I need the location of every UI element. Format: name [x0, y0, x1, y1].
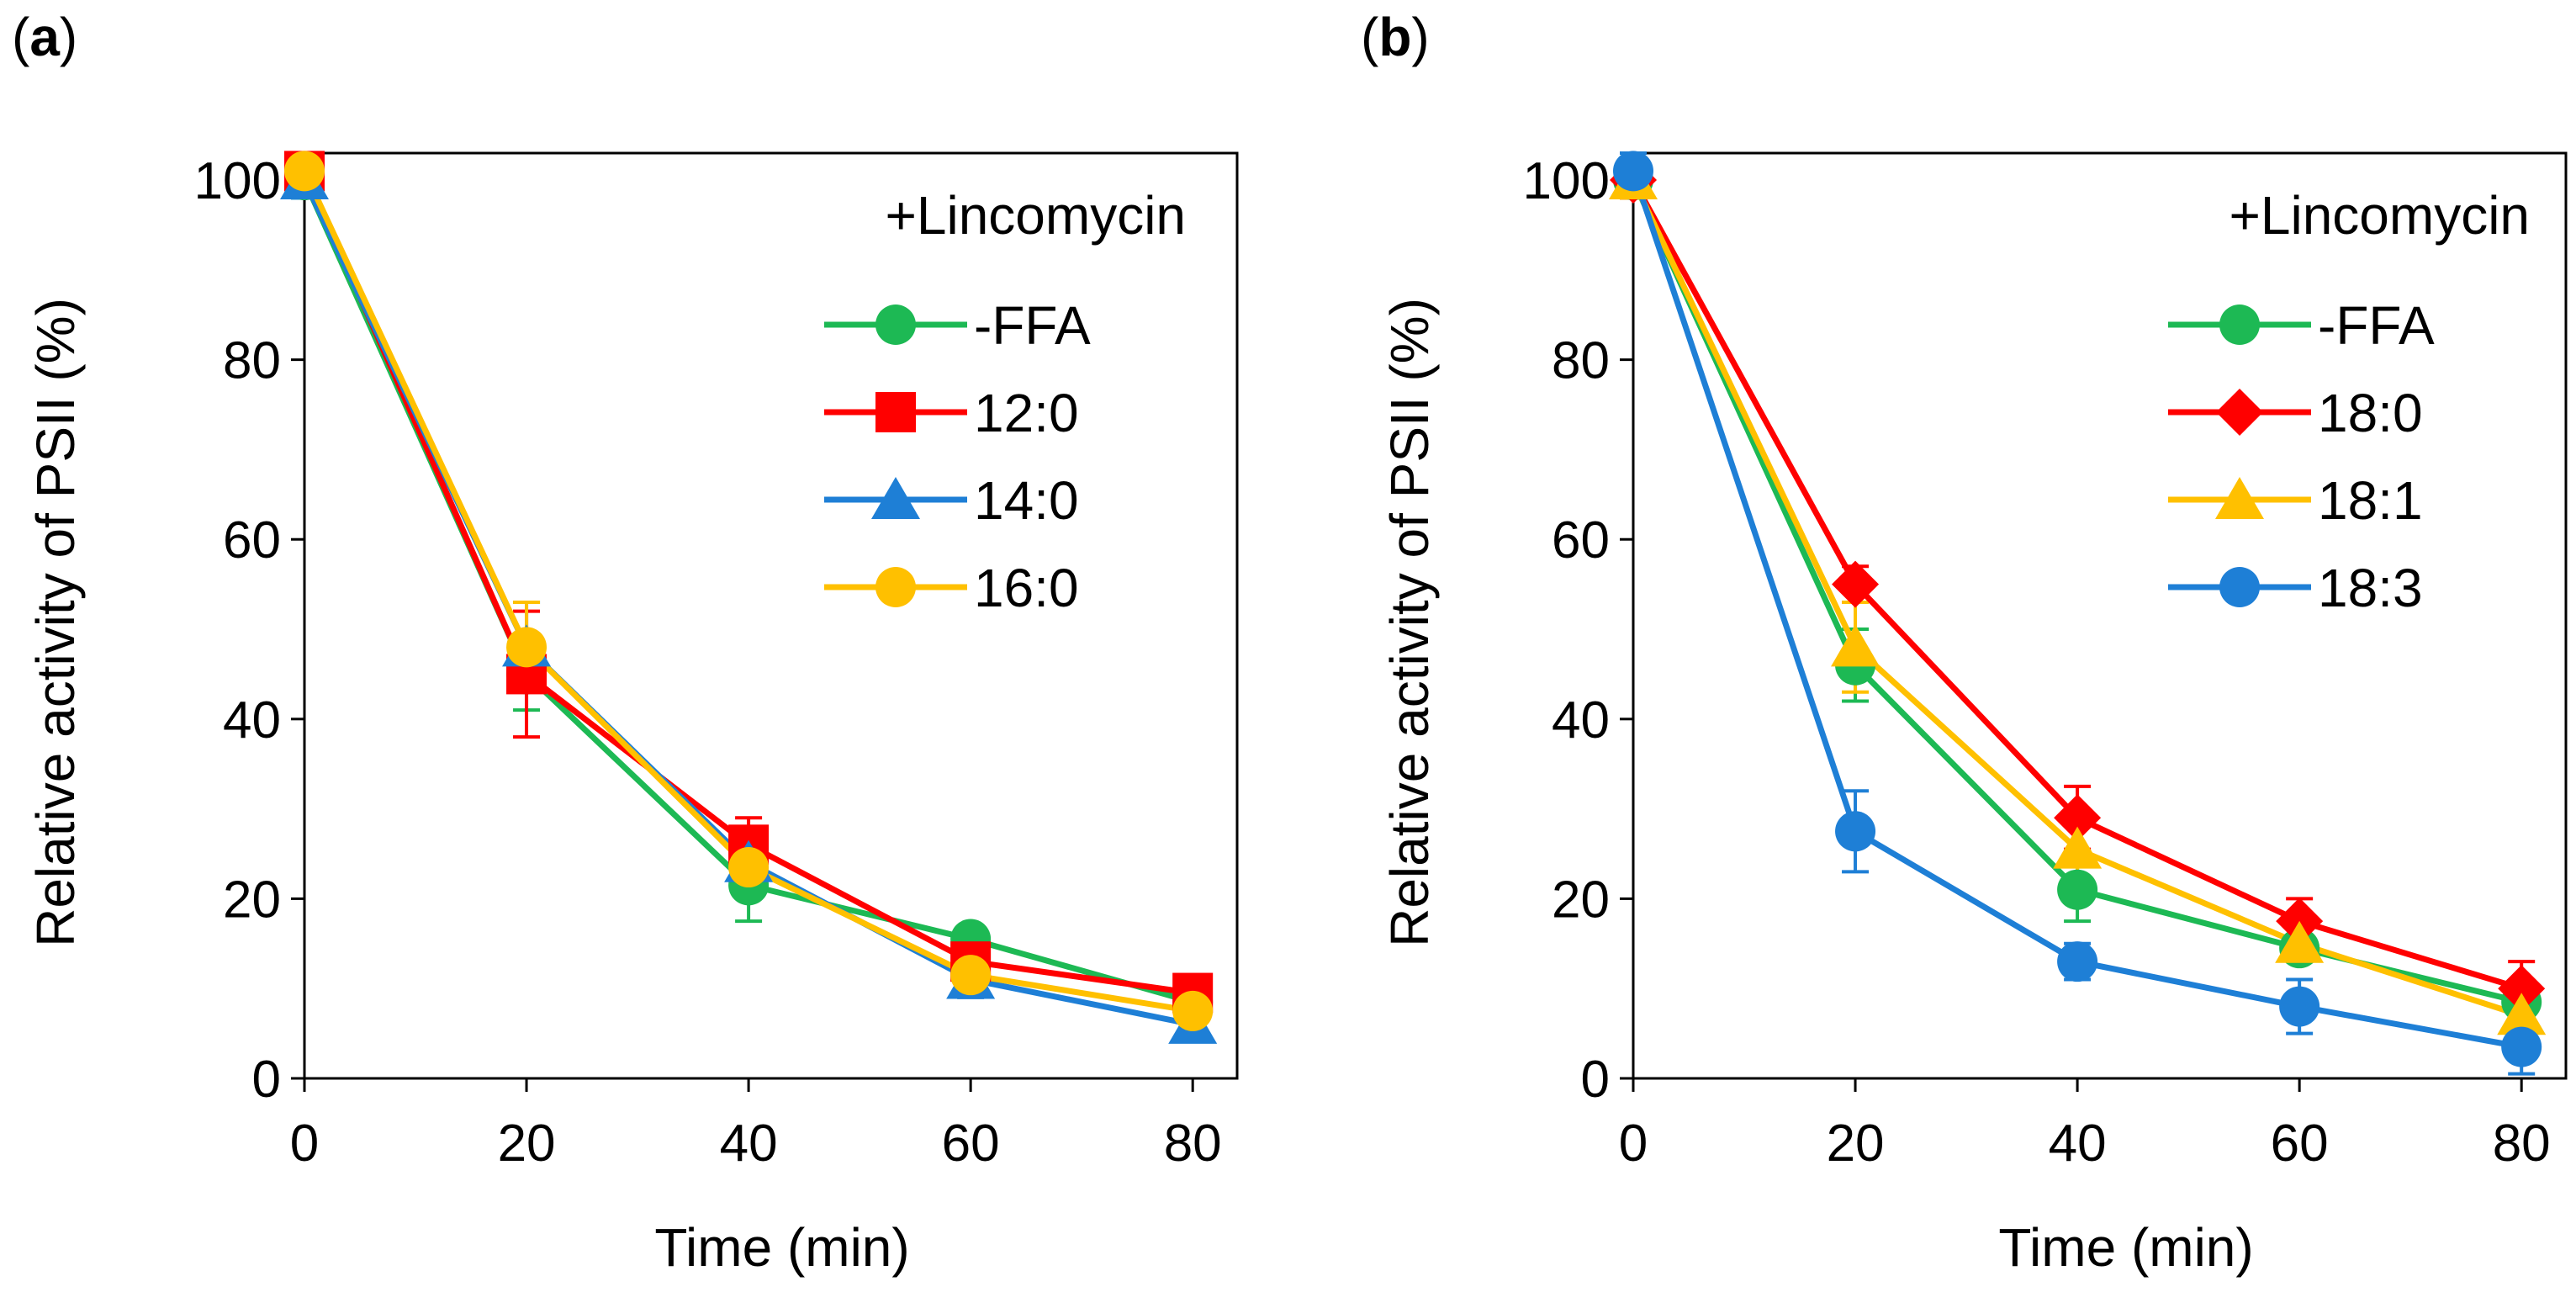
- legend-entry-b-18-0: 18:0: [2168, 383, 2423, 443]
- legend-marker-a-12-0: [875, 392, 916, 432]
- panel-a-label: (a): [12, 7, 77, 67]
- annotation-lincomycin-a: +Lincomycin: [886, 185, 1187, 246]
- data-point-b-ffa-40: [2057, 869, 2098, 910]
- plot-area-a: 0 20 40 60 80 100 0 20 40 60 80: [194, 151, 1239, 1173]
- x-axis-label-a: Time (min): [654, 1217, 909, 1278]
- y-tick-label-a-60: 60: [223, 511, 281, 569]
- legend-entry-b-ffa: -FFA: [2168, 295, 2435, 356]
- plot-frame-b: [1632, 151, 2568, 1080]
- legend-label-b-ffa: -FFA: [2318, 295, 2435, 356]
- x-tick-label-a-40: 40: [720, 1115, 778, 1173]
- data-point-b-18-1-20: [1831, 624, 1880, 667]
- y-tick-label-b-0: 0: [1581, 1051, 1610, 1109]
- panel-a: (a) 0 20 40 60 80 100 0 20 40 60 80 +Lincomycin Ti…: [12, 7, 1239, 1278]
- panel-b-letter: b: [1378, 7, 1411, 67]
- plot-frame-a: [303, 151, 1239, 1080]
- legend-label-b-18-0: 18:0: [2318, 383, 2423, 443]
- data-point-b-18-0-80: [2498, 965, 2546, 1013]
- legend-marker-a-16-0: [875, 567, 916, 607]
- plot-area-b: 0 20 40 60 80 100 0 20 40 60 80: [1523, 151, 2568, 1173]
- data-point-a-16-0-0: [284, 151, 325, 192]
- x-tick-label-a-60: 60: [942, 1115, 1000, 1173]
- legend-entry-a-12-0: 12:0: [824, 383, 1079, 443]
- y-axis-label-a: Relative activity of PSII (%): [25, 298, 86, 947]
- legend-entry-a-14-0: 14:0: [824, 470, 1079, 531]
- data-point-b-18-3-40: [2057, 941, 2098, 982]
- data-point-b-18-0-40: [2054, 794, 2102, 842]
- legend-a: -FFA 12:0 14:0 16:0: [824, 295, 1091, 618]
- x-tick-label-b-0: 0: [1619, 1115, 1648, 1173]
- data-point-b-18-1-80: [2497, 993, 2547, 1035]
- legend-label-a-14-0: 14:0: [974, 470, 1079, 531]
- panel-b: (b) 0 20 40 60 80 100 0 20 40 60 80 +Lincomycin Ti…: [1361, 7, 2568, 1278]
- y-tick-label-a-40: 40: [223, 691, 281, 749]
- data-point-a-16-0-20: [506, 627, 547, 668]
- legend-label-a-ffa: -FFA: [974, 295, 1091, 356]
- data-point-b-18-3-60: [2279, 986, 2320, 1027]
- legend-marker-b-18-0: [2216, 389, 2263, 436]
- legend-entry-b-18-1: 18:1: [2168, 470, 2423, 531]
- data-point-a-16-0-60: [950, 955, 992, 996]
- x-tick-label-b-60: 60: [2271, 1115, 2329, 1173]
- y-tick-label-a-100: 100: [194, 152, 281, 210]
- y-tick-label-b-40: 40: [1552, 691, 1610, 749]
- legend-marker-b-18-1: [2215, 477, 2264, 519]
- data-point-b-18-3-80: [2501, 1026, 2542, 1067]
- y-tick-label-a-80: 80: [223, 332, 281, 390]
- x-tick-label-b-40: 40: [2049, 1115, 2107, 1173]
- x-tick-label-b-20: 20: [1827, 1115, 1885, 1173]
- x-tick-label-a-80: 80: [1164, 1115, 1222, 1173]
- legend-label-b-18-1: 18:1: [2318, 470, 2423, 531]
- data-point-b-18-3-20: [1835, 811, 1876, 852]
- legend-marker-b-18-3: [2219, 567, 2260, 607]
- data-point-a-16-0-40: [728, 847, 770, 888]
- y-tick-label-a-0: 0: [252, 1051, 281, 1109]
- legend-marker-a-ffa: [875, 304, 916, 345]
- x-axis-label-b: Time (min): [1998, 1217, 2253, 1278]
- y-tick-label-a-20: 20: [223, 871, 281, 929]
- x-tick-label-a-0: 0: [290, 1115, 319, 1173]
- data-point-b-18-1-60: [2275, 920, 2325, 963]
- y-axis-label-b: Relative activity of PSII (%): [1379, 298, 1440, 947]
- x-tick-label-a-20: 20: [498, 1115, 556, 1173]
- data-point-b-18-1-40: [2053, 826, 2103, 869]
- annotation-lincomycin-b: +Lincomycin: [2230, 185, 2531, 246]
- legend-entry-a-ffa: -FFA: [824, 295, 1091, 356]
- legend-label-a-16-0: 16:0: [974, 558, 1079, 618]
- data-point-b-18-3-0: [1613, 151, 1653, 192]
- legend-b: -FFA 18:0 18:1 18:3: [2168, 295, 2435, 618]
- legend-marker-a-14-0: [871, 477, 920, 519]
- legend-label-b-18-3: 18:3: [2318, 558, 2423, 618]
- y-tick-label-b-60: 60: [1552, 511, 1610, 569]
- legend-entry-b-18-3: 18:3: [2168, 558, 2423, 618]
- legend-label-a-12-0: 12:0: [974, 383, 1079, 443]
- y-tick-label-b-20: 20: [1552, 871, 1610, 929]
- panel-a-letter: a: [29, 7, 60, 67]
- legend-marker-b-ffa: [2219, 304, 2260, 345]
- y-tick-label-b-80: 80: [1552, 332, 1610, 390]
- x-tick-label-b-80: 80: [2493, 1115, 2551, 1173]
- y-tick-label-b-100: 100: [1523, 152, 1610, 210]
- legend-entry-a-16-0: 16:0: [824, 558, 1079, 618]
- data-point-a-16-0-80: [1172, 990, 1214, 1031]
- data-point-b-18-0-20: [1832, 560, 1880, 608]
- panel-b-label: (b): [1361, 7, 1430, 67]
